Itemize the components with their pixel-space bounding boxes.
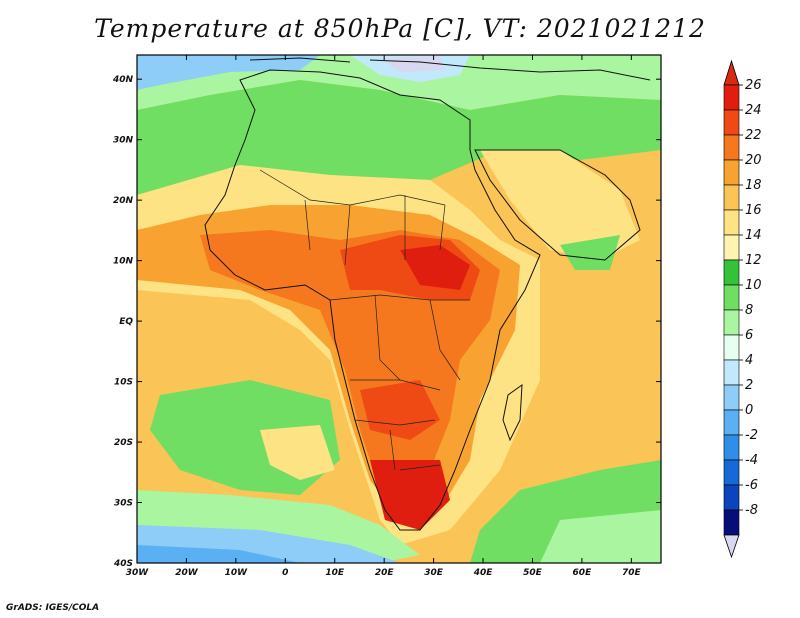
lon-tick-label: 20E (375, 568, 395, 578)
colorbar-level-label: 22 (745, 128, 762, 143)
lon-tick-label: 70E (622, 568, 642, 578)
lon-tick-label: 60E (573, 568, 593, 578)
colorbar-swatch (723, 209, 740, 236)
colorbar-swatch (723, 134, 740, 161)
colorbar-level-label: 12 (745, 253, 762, 268)
lat-tick-label: EQ (119, 317, 133, 327)
colorbar-swatch (723, 284, 740, 311)
lon-tick-label: 30W (126, 568, 150, 578)
map-title: Temperature at 850hPa [C], VT: 202102121… (94, 14, 706, 43)
colorbar-swatch (723, 159, 740, 186)
lat-tick-label: 20N (113, 196, 134, 206)
colorbar-top-arrow (723, 59, 740, 86)
colorbar-swatch (723, 409, 740, 436)
colorbar-swatch (723, 484, 740, 511)
colorbar-bottom-arrow (723, 534, 740, 559)
colorbar-level-label: 24 (745, 103, 762, 118)
lat-tick-label: 30N (113, 136, 134, 146)
colorbar-level-label: -6 (745, 478, 758, 493)
colorbar-level-label: 8 (745, 303, 753, 318)
lat-tick-label: 40S (113, 559, 133, 569)
colorbar-swatch (723, 384, 740, 411)
colorbar-swatch (723, 259, 740, 286)
colorbar-swatch (723, 184, 740, 211)
footer-credit: GrADS: IGES/COLA (6, 603, 100, 613)
colorbar-swatch (723, 434, 740, 461)
colorbar-level-label: 6 (745, 328, 753, 343)
colorbar-swatch (723, 359, 740, 386)
colorbar-level-label: -2 (745, 428, 758, 443)
lon-tick-label: 30E (424, 568, 444, 578)
lat-tick-label: 10N (113, 257, 134, 267)
colorbar-level-label: 18 (745, 178, 762, 193)
lat-tick-label: 40N (112, 75, 134, 85)
colorbar-level-label: 2 (745, 378, 753, 393)
colorbar-level-label: 26 (745, 78, 762, 93)
colorbar-level-label: -4 (745, 453, 758, 468)
lon-tick-label: 40E (473, 568, 494, 578)
lon-tick-label: 50E (523, 568, 543, 578)
coastline (204, 57, 651, 531)
axis-ticks: 30W 20W 10W 0 10E 20E 30E 40E 50E 60E 70E 40N 30N 20N… (112, 55, 661, 578)
colorbar-level-label: -8 (745, 503, 758, 518)
lat-tick-label: 30S (114, 499, 133, 509)
colorbar-level-label: 4 (745, 353, 753, 368)
lon-tick-label: 20W (175, 568, 199, 578)
colorbar-swatch (723, 334, 740, 361)
colorbar-swatch (723, 509, 740, 536)
colorbar-swatch (723, 459, 740, 486)
lon-tick-label: 10E (325, 568, 345, 578)
country-borders (259, 169, 470, 471)
field-layer (137, 55, 661, 563)
plot-frame (136, 54, 662, 564)
colorbar-level-label: 10 (745, 278, 762, 293)
lat-tick-label: 20S (114, 438, 133, 448)
colorbar-swatch (723, 234, 740, 261)
colorbar-level-label: 20 (745, 153, 762, 168)
lon-tick-label: 10W (225, 568, 249, 578)
lat-tick-label: 10S (114, 378, 133, 388)
colorbar-swatch (723, 84, 740, 111)
colorbar-swatch (723, 109, 740, 136)
colorbar-level-label: 16 (745, 203, 762, 218)
lon-tick-label: 0 (282, 568, 288, 578)
colorbar-swatch (723, 309, 740, 336)
colorbar-level-label: 14 (745, 228, 762, 243)
colorbar-level-label: 0 (745, 403, 753, 418)
